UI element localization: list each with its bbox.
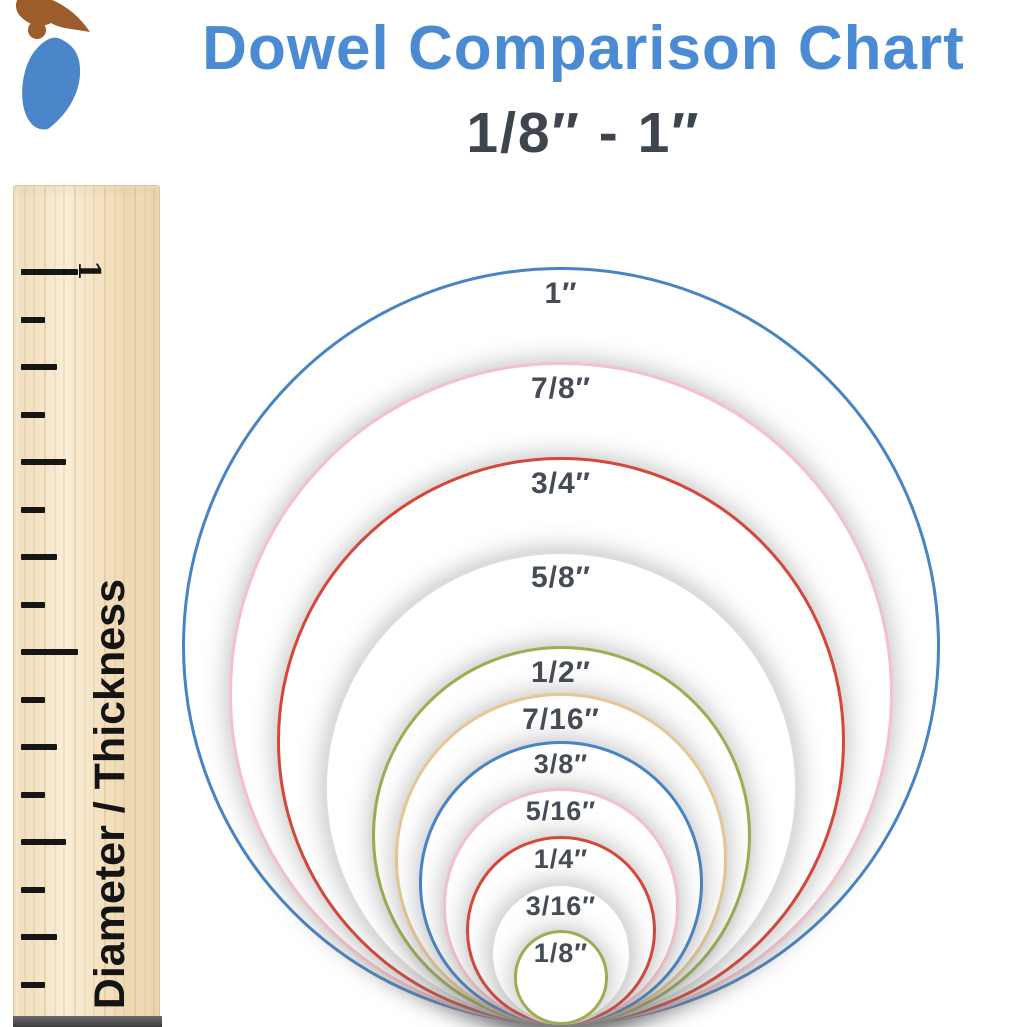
ruler-tick xyxy=(21,791,45,798)
ruler-tick xyxy=(21,316,45,323)
ruler-tick xyxy=(21,601,45,608)
dowel-size-label-7-8in: 7/8″ xyxy=(530,371,592,405)
logo-body-shape xyxy=(22,37,81,130)
logo-crest-shape xyxy=(16,0,90,32)
dowel-size-label-5-16in: 5/16″ xyxy=(525,796,597,827)
ruler-tick xyxy=(21,981,45,988)
ruler-tick xyxy=(21,506,45,513)
dowel-size-label-3-8in: 3/8″ xyxy=(533,748,589,779)
ruler-tick xyxy=(21,411,45,418)
ruler-end-cap xyxy=(13,1016,162,1027)
logo-eye-icon xyxy=(28,21,46,39)
dowel-size-label-1-8in: 1/8″ xyxy=(533,938,589,969)
ruler-tick xyxy=(21,696,45,703)
dowel-size-label-7-16in: 7/16″ xyxy=(522,703,600,737)
dowel-size-label-3-4in: 3/4″ xyxy=(530,466,592,500)
ruler-tick xyxy=(21,554,57,560)
ruler-tick xyxy=(21,744,57,750)
ruler-tick xyxy=(21,839,66,845)
ruler-tick xyxy=(21,934,57,940)
dowel-size-label-1-4in: 1/4″ xyxy=(533,843,589,874)
dowel-size-label-3-16in: 3/16″ xyxy=(525,890,597,921)
dowel-size-label-1in: 1″ xyxy=(544,277,578,310)
ruler-tick xyxy=(21,364,57,370)
ruler-inch-number: 1 xyxy=(70,259,106,281)
ruler-graphic: 1 Diameter / Thickness xyxy=(13,185,162,1027)
dowel-circle-1-8in xyxy=(513,930,609,1025)
ruler-tick xyxy=(21,886,45,893)
page-title: Dowel Comparison Chart xyxy=(202,14,965,83)
woodpecker-logo xyxy=(16,0,90,130)
ruler-tick xyxy=(21,459,66,465)
dowel-size-label-5-8in: 5/8″ xyxy=(530,561,592,595)
ruler-axis-label: Diameter / Thickness xyxy=(86,578,134,1009)
page-subtitle: 1/8″ - 1″ xyxy=(466,101,701,165)
ruler-tick xyxy=(21,649,78,655)
dowel-size-label-1-2in: 1/2″ xyxy=(530,656,592,689)
ruler-tick xyxy=(21,269,78,275)
